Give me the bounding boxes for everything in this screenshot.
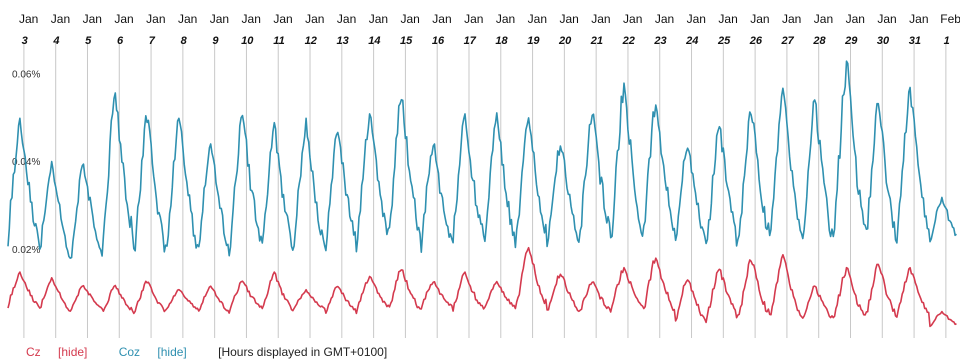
legend-coz: Coz [hide] [119,345,204,359]
x-tick-day: 25 [717,35,731,47]
x-tick-day: 4 [52,35,59,47]
x-tick-day: 31 [909,35,921,47]
x-tick-month: Jan [528,12,547,26]
chart-legend: Cz [hide] Coz [hide] [Hours displayed in… [26,345,401,361]
y-tick-label: 0.06% [12,69,40,80]
x-axis-labels: Jan 3 Jan 4 Jan 5 Jan 6 Jan 7 Jan 8 Jan 9 Jan 10 Jan 11 Ja… [19,12,960,47]
x-tick-month: Jan [718,12,737,26]
x-tick-day: 3 [22,35,28,47]
x-tick-day: 6 [117,35,124,47]
x-tick-day: 23 [653,35,666,47]
x-tick-month: Jan [19,12,38,26]
x-tick-day: 29 [844,35,858,47]
hide-coz-link[interactable]: [hide] [157,345,187,359]
x-tick-month: Jan [559,12,578,26]
x-tick-month: Jan [242,12,261,26]
x-tick-month: Jan [814,12,833,26]
x-tick-day: 11 [273,35,284,47]
legend-coz-label: Coz [118,345,141,359]
x-tick-day: 22 [622,35,635,47]
x-tick-month: Feb [940,12,960,26]
x-tick-day: 13 [336,35,348,47]
x-tick-month: Jan [591,12,610,26]
x-tick-month: Jan [146,12,165,26]
x-tick-month: Jan [210,12,229,26]
timezone-note: [Hours displayed in GMT+0100] [218,345,388,359]
x-tick-day: 20 [558,35,572,47]
hide-cz-link[interactable]: [hide] [58,345,88,359]
x-tick-month: Jan [750,12,769,26]
x-tick-day: 27 [781,35,795,47]
x-tick-day: 7 [149,35,156,47]
x-tick-day: 28 [812,35,826,47]
x-tick-month: Jan [623,12,642,26]
x-tick-month: Jan [846,12,865,26]
x-tick-day: 14 [368,35,380,47]
traffic-line-chart: Jan 3 Jan 4 Jan 5 Jan 6 Jan 7 Jan 8 Jan 9 Jan 10 Jan 11 Ja… [7,12,960,338]
x-tick-day: 18 [495,35,508,47]
x-tick-month: Jan [909,12,928,26]
x-tick-day: 19 [527,35,540,47]
x-tick-day: 30 [877,35,890,47]
x-tick-month: Jan [432,12,451,26]
series-line-cz [7,246,957,328]
series-line-coz [7,60,957,259]
x-tick-day: 10 [241,35,254,47]
x-tick-month: Jan [400,12,419,26]
x-tick-month: Jan [655,12,674,26]
x-tick-day: 12 [305,35,317,47]
x-tick-day: 26 [749,35,763,47]
x-tick-month: Jan [273,12,292,26]
x-tick-day: 16 [432,35,445,47]
x-tick-day: 5 [85,35,92,47]
x-tick-month: Jan [178,12,197,26]
legend-cz: Cz [hide] [26,345,105,359]
x-tick-month: Jan [369,12,388,26]
x-tick-month: Jan [782,12,801,26]
legend-cz-label: Cz [26,345,41,359]
y-tick-label: 0.02% [12,245,40,256]
x-tick-month: Jan [305,12,324,26]
x-tick-month: Jan [496,12,515,26]
x-tick-month: Jan [464,12,483,26]
x-tick-day: 8 [181,35,188,47]
x-tick-month: Jan [114,12,133,26]
x-tick-day: 1 [944,35,950,47]
x-tick-day: 17 [464,35,477,47]
x-tick-month: Jan [877,12,896,26]
x-tick-day: 21 [590,35,603,47]
x-tick-day: 9 [212,35,219,47]
x-tick-day: 24 [685,35,698,47]
x-tick-month: Jan [83,12,102,26]
series-layer [7,60,957,328]
x-tick-month: Jan [687,12,706,26]
x-tick-month: Jan [337,12,356,26]
x-tick-month: Jan [51,12,70,26]
x-tick-day: 15 [400,35,413,47]
